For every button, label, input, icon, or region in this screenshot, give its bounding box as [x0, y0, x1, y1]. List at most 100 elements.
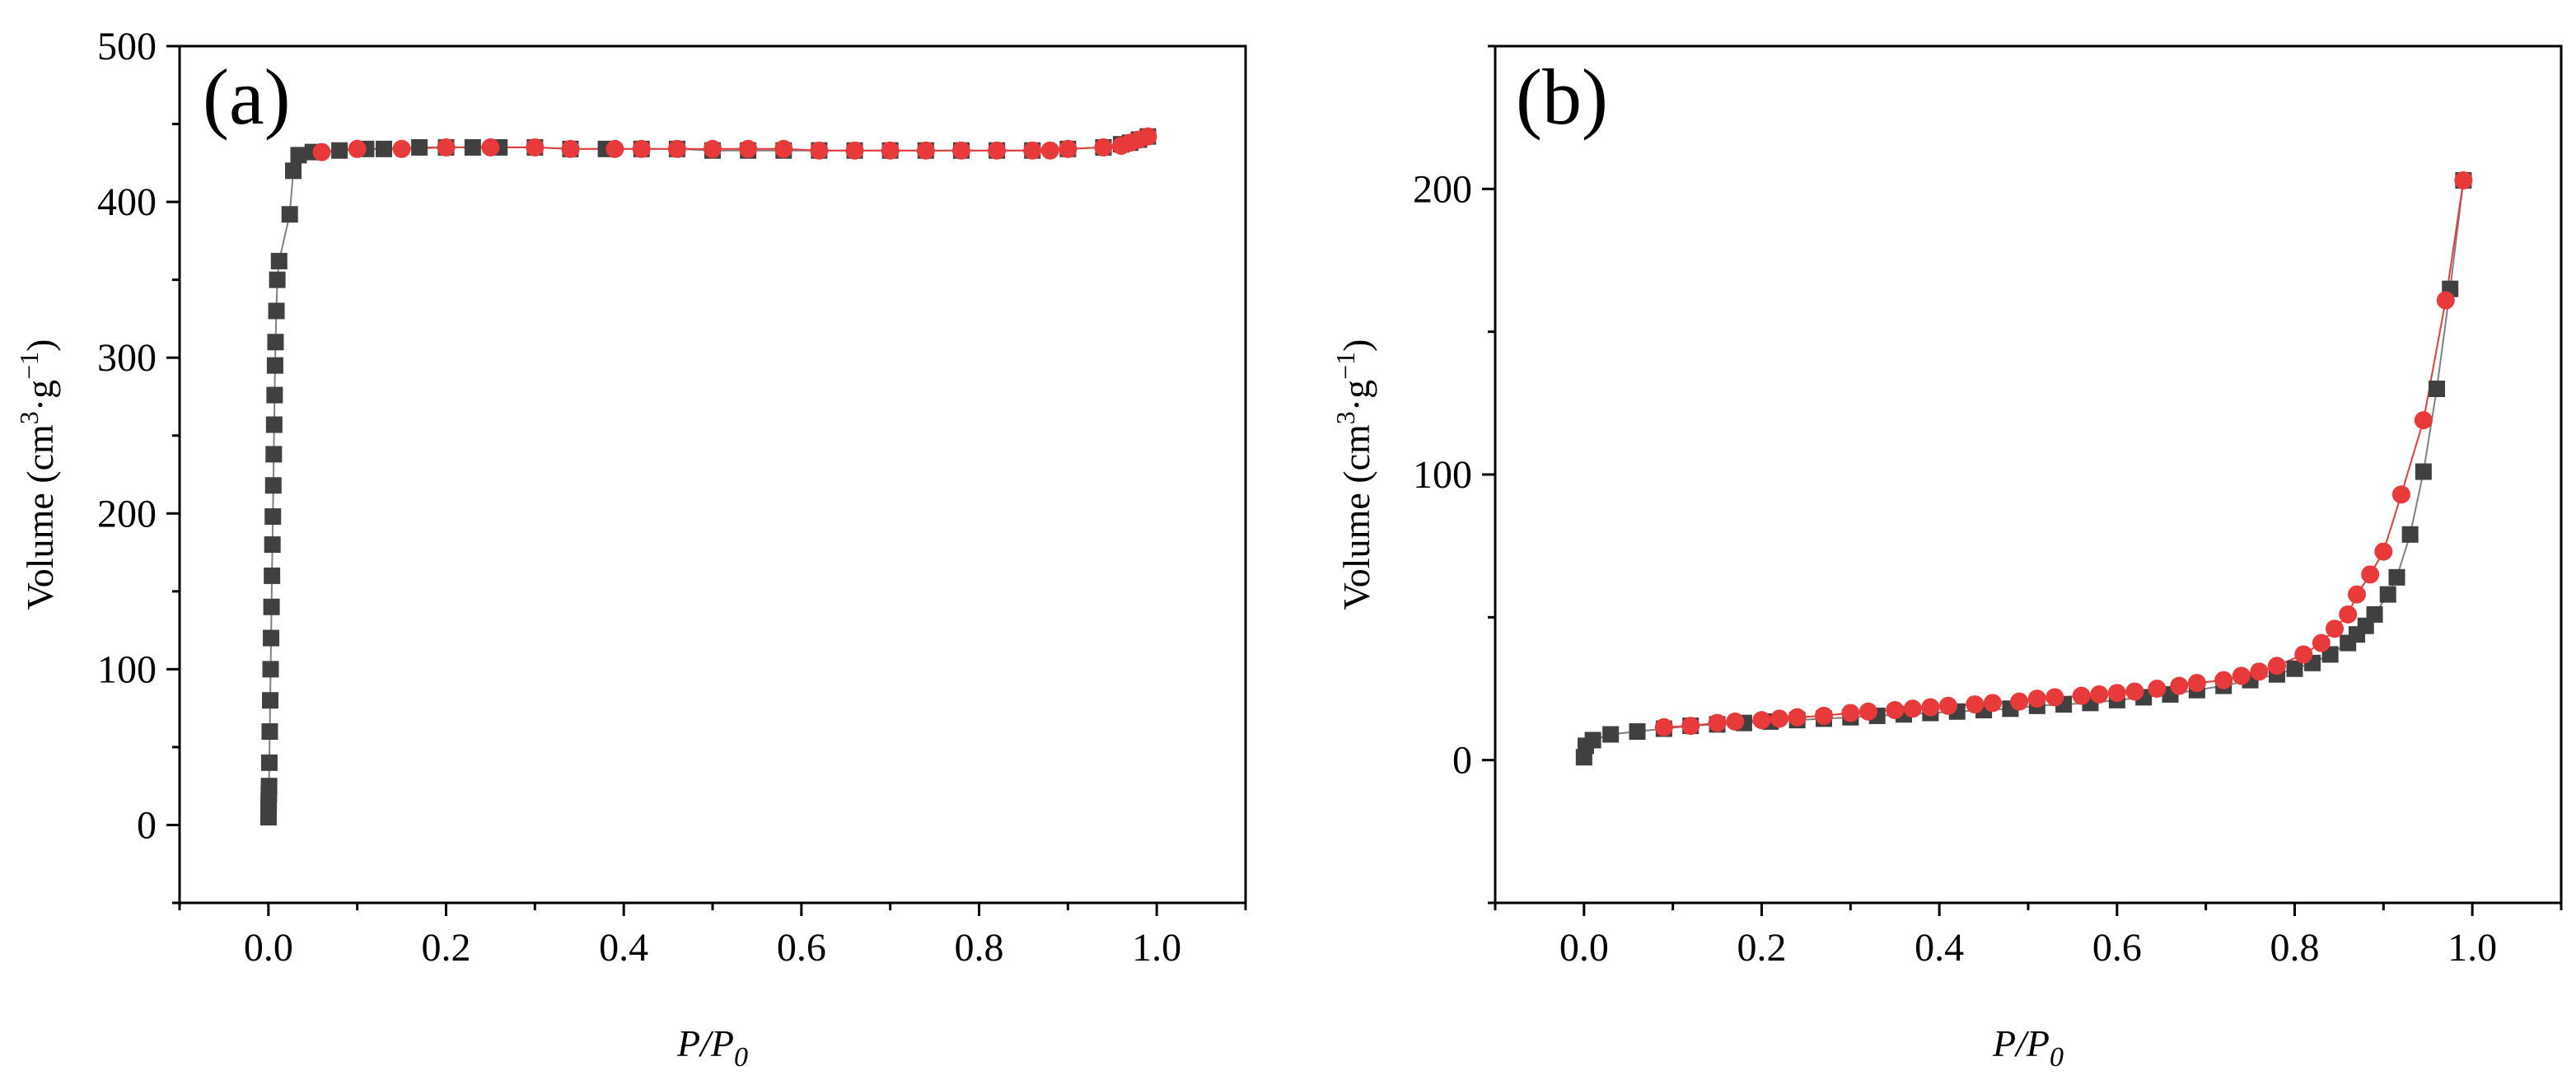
desorption-point: [392, 139, 411, 158]
adsorption-point: [2429, 381, 2446, 397]
y-tick-label: 500: [97, 25, 157, 68]
desorption-point: [1726, 712, 1745, 731]
x-tick-label: 0.8: [955, 926, 1004, 970]
desorption-point: [2072, 686, 2091, 705]
desorption-point: [2454, 171, 2473, 189]
desorption-point: [2347, 585, 2366, 604]
adsorption-point: [261, 692, 278, 709]
adsorption-point: [261, 723, 278, 740]
x-tick-label: 0.8: [2270, 926, 2320, 970]
desorption-point: [526, 138, 545, 157]
y-title-sup2: −1: [14, 352, 44, 380]
axis-ticks: [1482, 44, 2563, 916]
desorption-point: [1681, 717, 1700, 736]
x-tick-labels: 0.0 0.2 0.4 0.6 0.8 1.0: [244, 926, 1181, 970]
adsorption-line: [267, 135, 1148, 818]
desorption-point: [481, 138, 500, 157]
desorption-point: [2391, 485, 2410, 504]
y-axis-title: Volume (cm3·g−1): [1330, 339, 1377, 610]
adsorption-point: [2286, 660, 2303, 677]
adsorption-point: [260, 778, 278, 795]
panel-label: (a): [203, 53, 291, 141]
desorption-point: [1814, 706, 1833, 725]
adsorption-point: [270, 252, 288, 269]
desorption-point: [1040, 141, 1059, 160]
desorption-point: [1094, 138, 1113, 157]
desorption-point: [2339, 605, 2358, 624]
series-markers: [259, 127, 1157, 825]
y-tick-labels: 0 100 200: [1413, 167, 1472, 782]
x-tick-label: 0.4: [599, 926, 648, 970]
desorption-point: [2010, 692, 2029, 711]
y-title-prefix: Volume (cm: [1335, 424, 1377, 610]
x-axis-title: P/P0: [1992, 1022, 2064, 1073]
desorption-point: [845, 141, 864, 160]
adsorption-point: [264, 477, 282, 494]
x-tick-label: 1.0: [2447, 926, 2497, 970]
adsorption-point: [264, 567, 281, 584]
desorption-point: [2232, 666, 2251, 685]
series-lines: [267, 135, 1148, 818]
y-tick-label: 100: [97, 648, 157, 691]
desorption-point: [2090, 685, 2109, 704]
x-tick-label: 1.0: [1132, 926, 1181, 970]
adsorption-point: [267, 334, 284, 351]
x-title-p: P: [676, 1022, 700, 1064]
adsorption-point: [269, 271, 286, 288]
x-axis-title: P/P0: [676, 1022, 748, 1073]
y-title-prefix: Volume (cm: [19, 424, 61, 610]
x-tick-label: 0.4: [1914, 926, 1964, 970]
y-title-sup1: 3: [14, 411, 44, 424]
x-title-sub: 0: [2050, 1042, 2064, 1073]
desorption-point: [1708, 713, 1727, 732]
y-title-mid: ·g: [1335, 380, 1377, 411]
adsorption-point: [265, 416, 283, 433]
desorption-point: [1841, 704, 1860, 722]
x-title-slash: /: [698, 1022, 714, 1064]
y-tick-label: 0: [1452, 739, 1472, 783]
desorption-point: [2107, 684, 2126, 703]
desorption-point: [312, 143, 331, 161]
y-tick-label: 200: [1413, 167, 1472, 211]
desorption-point: [1059, 139, 1078, 158]
desorption-point: [2125, 682, 2144, 701]
desorption-point: [2187, 674, 2206, 693]
x-tick-labels: 0.0 0.2 0.4 0.6 0.8 1.0: [1559, 926, 2497, 970]
desorption-point: [348, 139, 367, 158]
adsorption-point: [331, 142, 348, 159]
adsorption-line: [1583, 180, 2465, 758]
adsorption-point: [2379, 586, 2396, 603]
adsorption-point: [260, 754, 278, 771]
adsorption-point: [411, 138, 428, 156]
y-tick-label: 0: [137, 803, 157, 847]
desorption-point: [2148, 680, 2167, 698]
adsorption-point: [285, 162, 302, 180]
axis-ticks: [166, 44, 1247, 916]
y-title-suffix: ): [19, 339, 61, 352]
desorption-point: [1903, 699, 1922, 718]
x-title-slash: /: [2013, 1022, 2030, 1064]
x-tick-label: 0.0: [244, 926, 293, 970]
desorption-point: [739, 139, 758, 158]
desorption-point: [2170, 676, 2189, 695]
adsorption-point: [263, 629, 280, 647]
x-tick-label: 0.0: [1559, 926, 1609, 970]
desorption-point: [810, 141, 829, 160]
desorption-point: [2294, 645, 2313, 664]
desorption-point: [1938, 696, 1957, 715]
y-tick-label: 300: [97, 336, 157, 380]
adsorption-point: [1629, 723, 1646, 740]
plot-frame: [1494, 44, 2563, 905]
adsorption-point: [268, 302, 285, 320]
desorption-point: [881, 141, 900, 160]
desorption-point: [2326, 619, 2345, 638]
x-tick-label: 0.2: [1737, 926, 1787, 970]
y-title-mid: ·g: [19, 380, 61, 411]
adsorption-point: [262, 661, 279, 678]
adsorption-point: [266, 357, 283, 374]
desorption-point: [951, 141, 970, 160]
desorption-point: [2414, 411, 2433, 430]
